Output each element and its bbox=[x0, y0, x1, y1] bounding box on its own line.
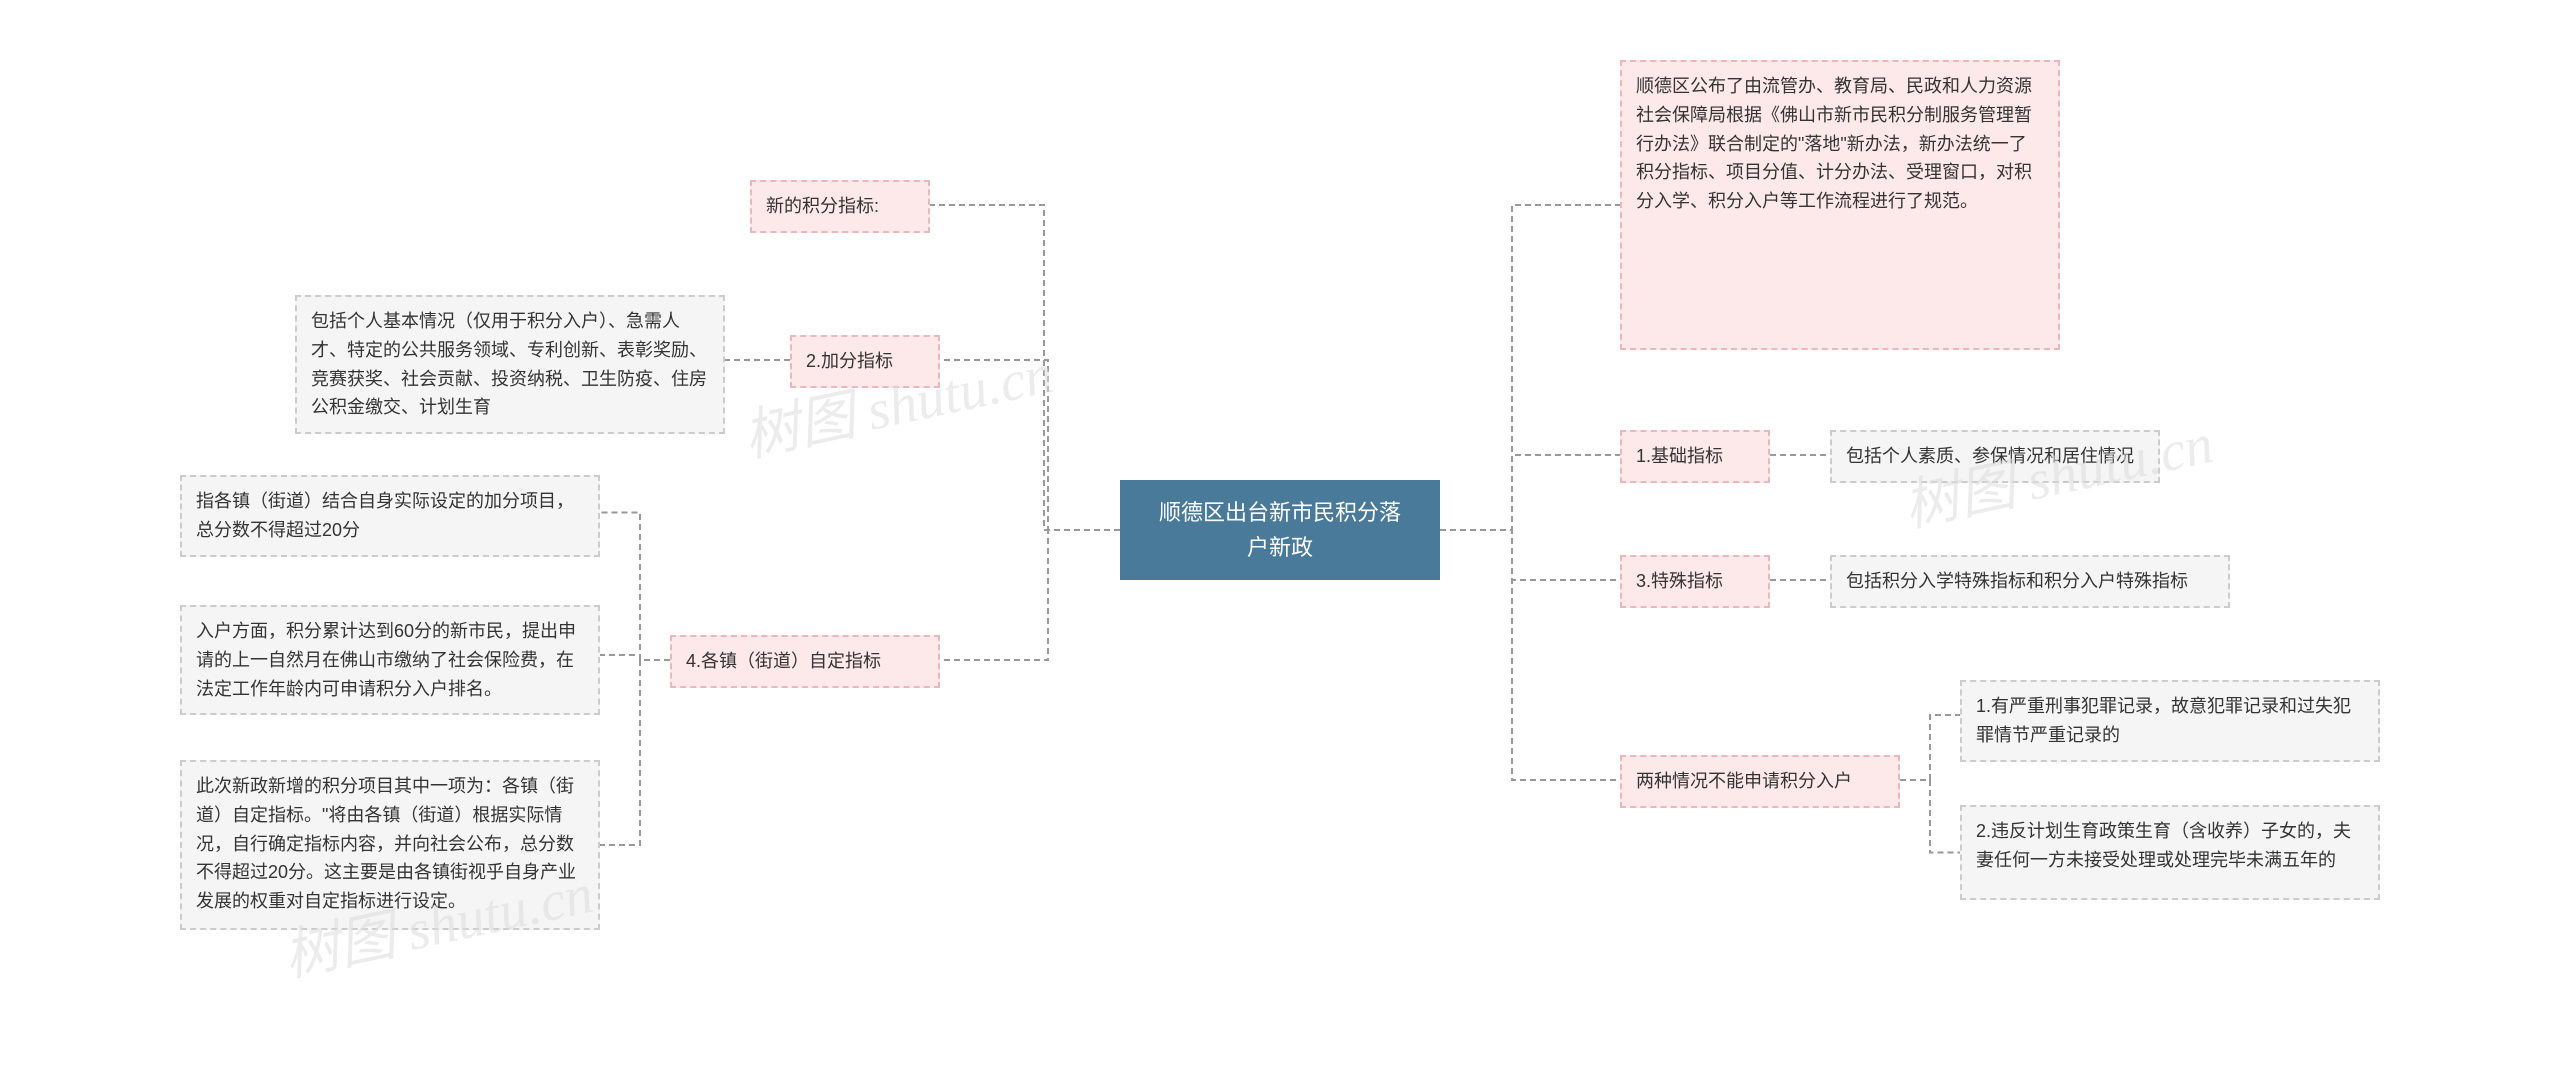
root-node: 顺德区出台新市民积分落 户新政 bbox=[1120, 480, 1440, 580]
edge bbox=[600, 660, 670, 845]
edge bbox=[1440, 530, 1620, 580]
node-baseSub: 包括个人素质、参保情况和居住情况 bbox=[1830, 430, 2160, 483]
edge bbox=[1440, 455, 1620, 530]
edge bbox=[600, 513, 670, 661]
edge bbox=[940, 360, 1120, 530]
node-specSub: 包括积分入学特殊指标和积分入户特殊指标 bbox=[1830, 555, 2230, 608]
edge bbox=[1440, 205, 1620, 530]
node-intro: 顺德区公布了由流管办、教育局、民政和人力资源社会保障局根据《佛山市新市民积分制服… bbox=[1620, 60, 2060, 350]
node-base: 1.基础指标 bbox=[1620, 430, 1770, 483]
node-townA: 指各镇（街道）结合自身实际设定的加分项目，总分数不得超过20分 bbox=[180, 475, 600, 557]
edge bbox=[1900, 780, 1960, 853]
node-town: 4.各镇（街道）自定指标 bbox=[670, 635, 940, 688]
node-spec: 3.特殊指标 bbox=[1620, 555, 1770, 608]
edge bbox=[930, 205, 1120, 530]
edge bbox=[940, 530, 1120, 660]
node-townC: 此次新政新增的积分项目其中一项为：各镇（街道）自定指标。"将由各镇（街道）根据实… bbox=[180, 760, 600, 930]
node-bonusSub: 包括个人基本情况（仅用于积分入户）、急需人才、特定的公共服务领域、专利创新、表彰… bbox=[295, 295, 725, 434]
node-cant2: 2.违反计划生育政策生育（含收养）子女的，夫妻任何一方未接受处理或处理完毕未满五… bbox=[1960, 805, 2380, 900]
node-cant: 两种情况不能申请积分入户 bbox=[1620, 755, 1900, 808]
node-cant1: 1.有严重刑事犯罪记录，故意犯罪记录和过失犯罪情节严重记录的 bbox=[1960, 680, 2380, 762]
node-newIdx: 新的积分指标: bbox=[750, 180, 930, 233]
edge bbox=[1900, 715, 1960, 780]
edge bbox=[600, 655, 670, 660]
node-townB: 入户方面，积分累计达到60分的新市民，提出申请的上一自然月在佛山市缴纳了社会保险… bbox=[180, 605, 600, 715]
edge bbox=[1440, 530, 1620, 780]
node-bonus: 2.加分指标 bbox=[790, 335, 940, 388]
